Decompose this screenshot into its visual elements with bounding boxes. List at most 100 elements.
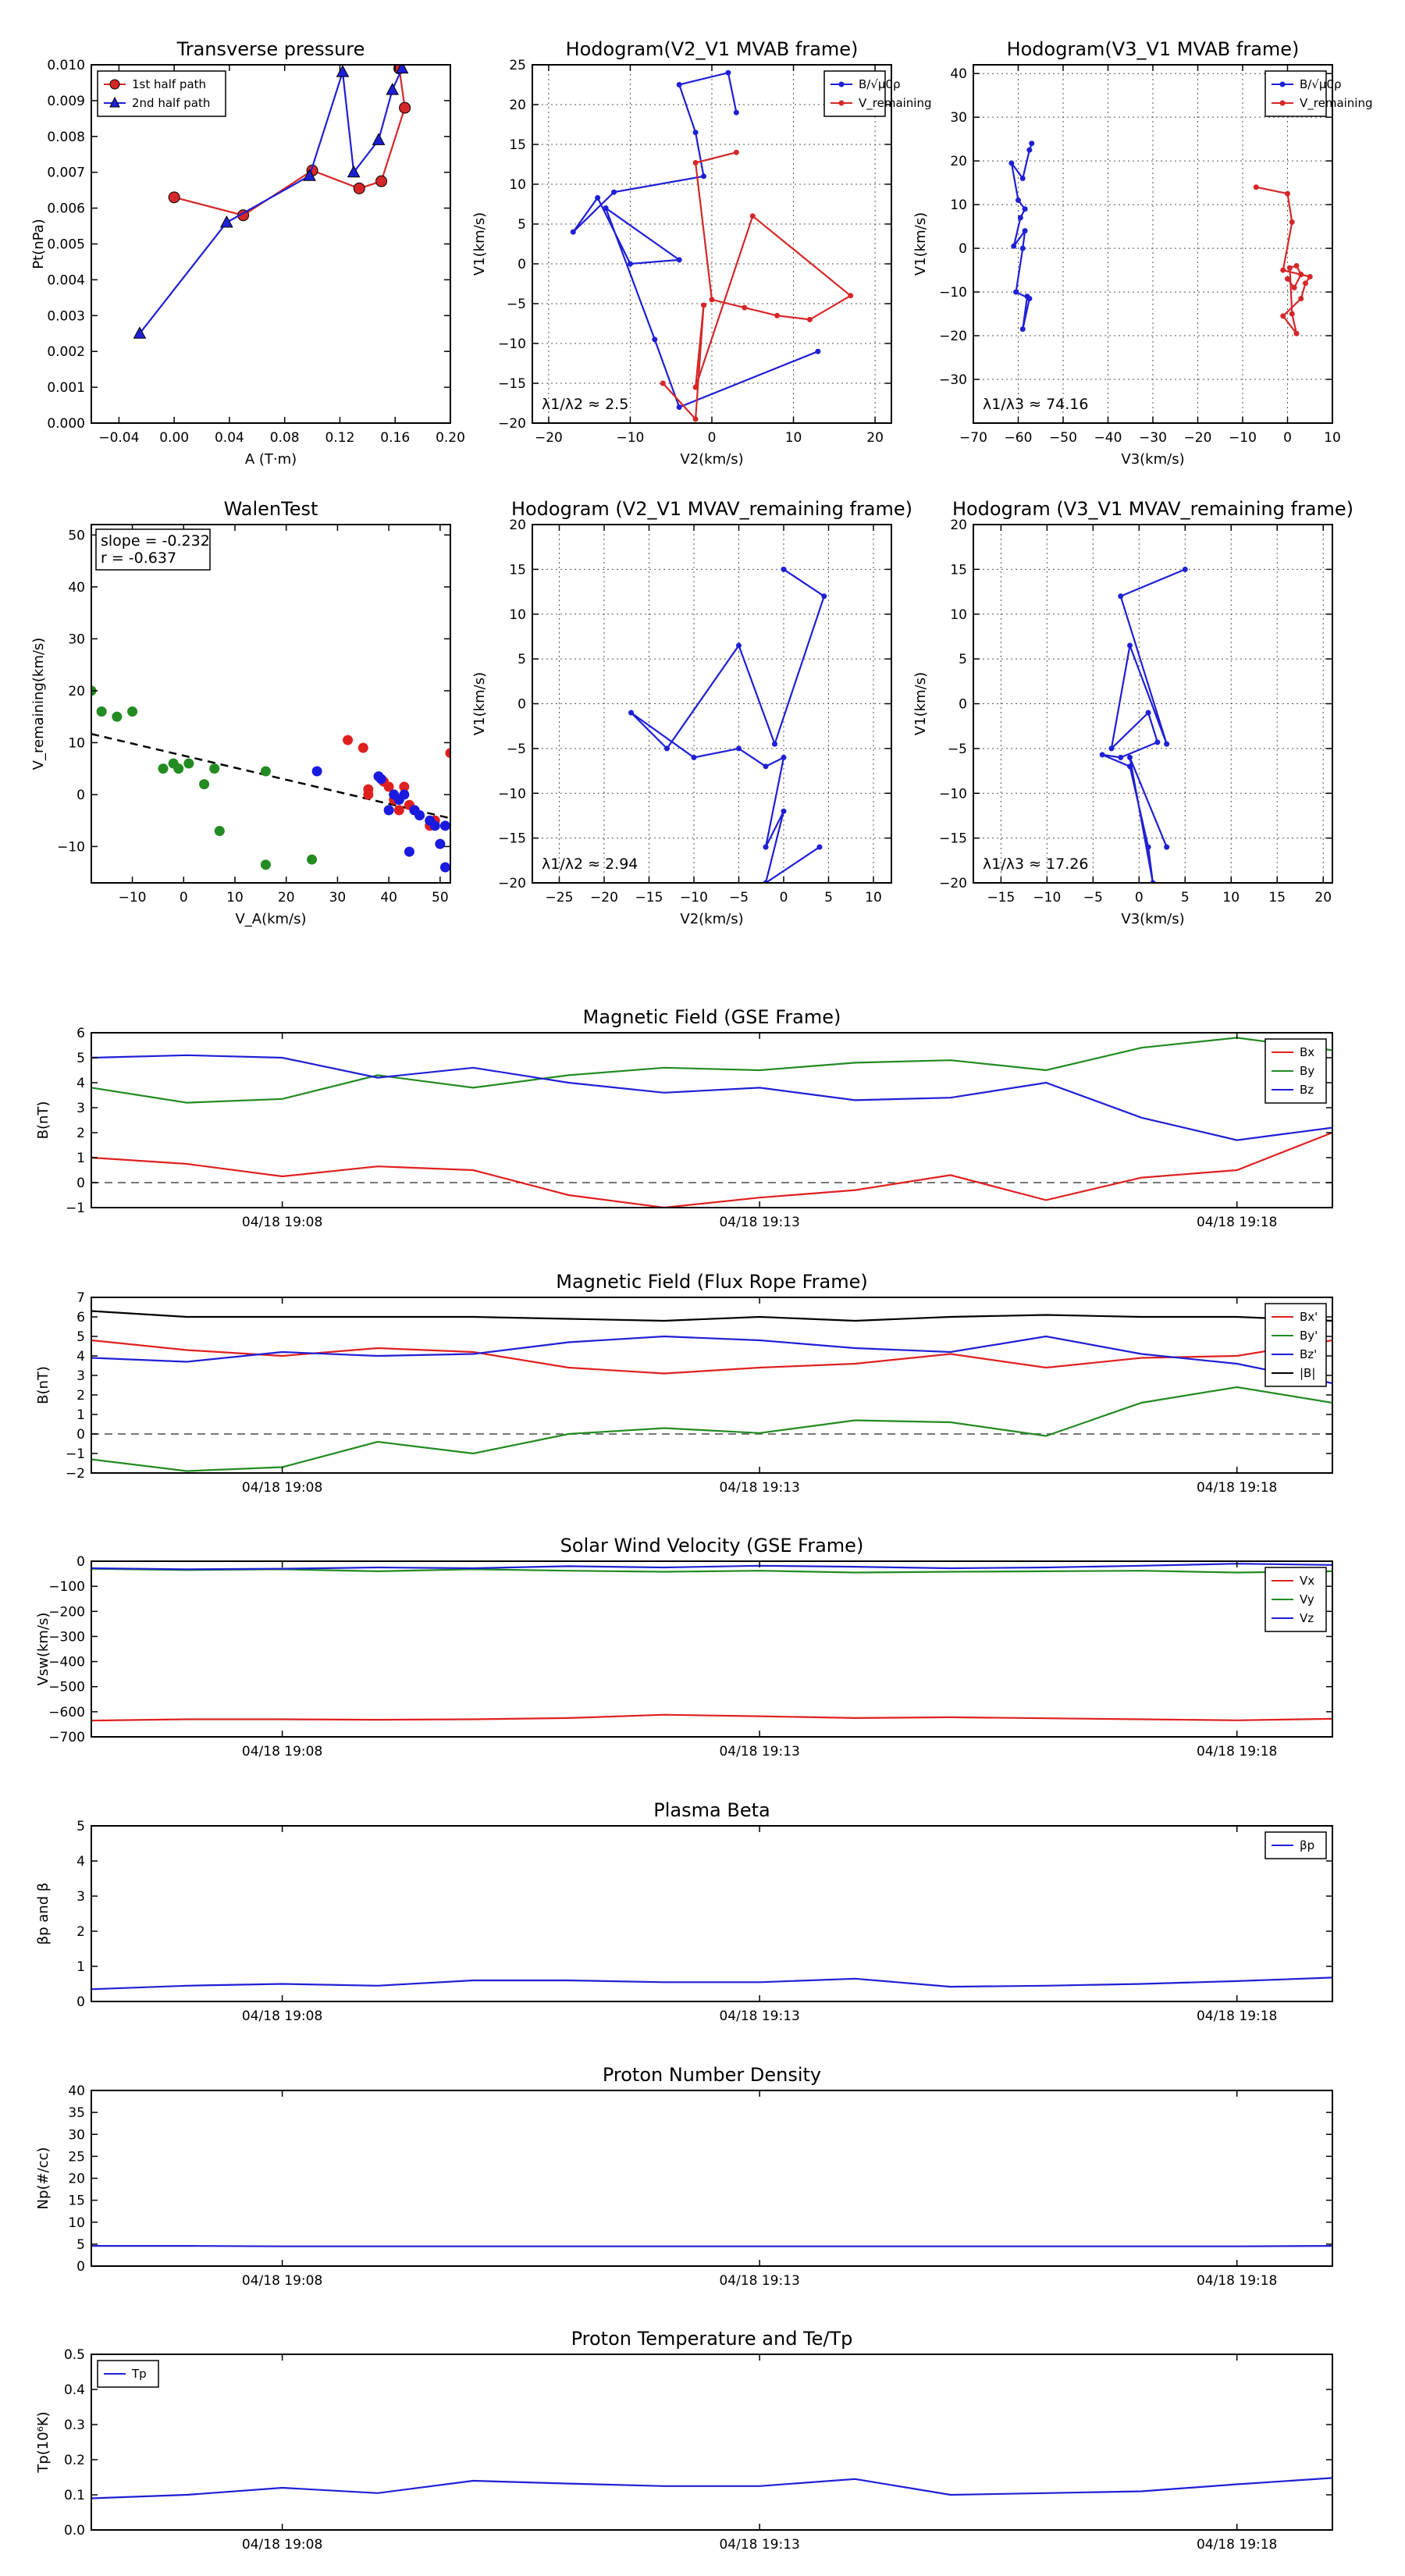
plot-frame (91, 1825, 1333, 2002)
y-tick-label: −5 (948, 742, 967, 757)
series-point-1 (742, 304, 748, 311)
series-line-3 (91, 1310, 1332, 1322)
y-tick-label: 30 (68, 632, 85, 647)
y-axis-label: V_remaining(km/s) (30, 638, 47, 770)
y-tick-label: 0.006 (47, 201, 85, 217)
x-tick-label: −10 (617, 430, 645, 446)
x-tick-label: 30 (329, 890, 347, 906)
series-line-0 (91, 1339, 1332, 1375)
plot-area (91, 1037, 1332, 1208)
series-point-1 (372, 133, 386, 145)
x-tick-label: 0 (780, 890, 788, 906)
y-tick-label: 1 (76, 1407, 85, 1423)
y-tick-label: −2 (66, 1466, 85, 1482)
legend-marker (109, 96, 120, 108)
chart-magnetic-field-gse: 04/18 19:08 04/18 19:13 04/18 19:18 −1 0 1 2 3 4… (35, 1006, 1333, 1230)
y-tick-label: 25 (509, 58, 526, 73)
plot-frame (91, 2090, 1333, 2267)
series-point-1 (848, 293, 854, 299)
series-point-1 (303, 169, 316, 181)
plot-frame (91, 1297, 1333, 1474)
chart-title: Magnetic Field (GSE Frame) (583, 1006, 841, 1028)
x-tick-label: 10 (226, 890, 244, 906)
series-point-0 (173, 763, 184, 774)
plot-area (91, 1310, 1332, 1472)
series-point-1 (774, 312, 781, 318)
y-tick-label: 15 (509, 562, 526, 578)
x-tick-label: −30 (1139, 430, 1167, 446)
x-tick-label: 04/18 19:18 (1197, 2273, 1277, 2289)
plot-area (91, 1563, 1332, 1722)
series-point-0 (1127, 642, 1133, 649)
y-tick-label: 0.000 (47, 416, 85, 432)
eigenvalue-ratio-annotation: λ1/λ2 ≈ 2.94 (542, 856, 638, 873)
y-tick-label: 2 (76, 1388, 85, 1404)
legend-label: 1st half path (132, 77, 206, 91)
y-tick-label: −700 (48, 1730, 85, 1745)
series-point-0 (96, 706, 107, 717)
series-point-1 (399, 781, 410, 792)
y-tick-label: −20 (939, 329, 967, 344)
x-tick-label: 10 (865, 890, 882, 906)
chart-transverse-pressure: −0.04 0.00 0.04 0.08 0.12 0.16 0.20 0.000 0.001 0… (30, 38, 465, 468)
series-point-0 (1118, 754, 1124, 760)
series-point-0 (260, 766, 271, 777)
series-point-1 (383, 781, 394, 792)
x-tick-label: −20 (535, 430, 563, 446)
y-tick-label: 0.009 (47, 94, 85, 109)
fit-line (91, 733, 450, 820)
series-point-0 (209, 763, 220, 774)
x-tick-label: −20 (590, 890, 618, 906)
x-axis-label: V3(km/s) (1121, 451, 1184, 468)
x-tick-label: 0.12 (325, 430, 355, 446)
chart-hodogram-v2-v1-mvav: −25 −20 −15 −10 −5 0 5 10 −20 −15 −10 −5 0 5 10 15 20Hod… (471, 498, 912, 927)
y-tick-label: 3 (76, 1368, 85, 1384)
y-tick-label: 1 (76, 1151, 85, 1166)
x-tick-label: 20 (278, 890, 295, 906)
y-tick-label: 0.2 (64, 2453, 85, 2468)
y-tick-label: 6 (76, 1026, 85, 1041)
y-axis-label: Vsw(km/s) (35, 1613, 52, 1686)
plot-frame (91, 1560, 1333, 1738)
y-tick-label: 6 (76, 1310, 85, 1325)
x-tick-label: 04/18 19:08 (242, 1480, 322, 1496)
y-tick-label: 50 (68, 528, 85, 543)
y-tick-label: 25 (68, 2149, 85, 2165)
series-point-2 (414, 810, 425, 821)
series-line-0 (91, 1713, 1332, 1722)
series-point-0 (199, 779, 210, 790)
x-tick-label: −20 (1184, 430, 1212, 446)
series-point-0 (692, 130, 699, 136)
plot-frame (91, 524, 451, 884)
x-tick-label: −5 (1083, 890, 1103, 906)
x-tick-label: −0.04 (98, 430, 139, 446)
series-point-0 (736, 642, 742, 649)
y-tick-label: 0 (518, 697, 526, 713)
series-line-0 (1010, 143, 1033, 329)
x-tick-label: 04/18 19:13 (719, 2537, 799, 2553)
series-point-0 (1164, 844, 1170, 850)
y-tick-label: 4 (76, 1854, 85, 1870)
x-tick-label: 0.20 (436, 430, 465, 446)
y-axis-label: B(nT) (35, 1366, 52, 1404)
series-point-1 (357, 742, 368, 753)
y-tick-label: 1 (76, 1959, 85, 1975)
y-tick-label: 30 (68, 2127, 85, 2143)
y-axis-label: Np(#/cc) (35, 2147, 52, 2210)
legend-label: Bx' (1300, 1310, 1318, 1324)
series-point-0 (676, 82, 682, 87)
x-tick-label: 04/18 19:08 (242, 1744, 322, 1759)
series-point-1 (343, 735, 354, 745)
chart-proton-number-density: 04/18 19:08 04/18 19:13 04/18 19:18 0 5 10 15 2… (35, 2064, 1333, 2289)
plot-area (91, 2477, 1332, 2500)
chart-title: Hodogram (V2_V1 MVAV_remaining frame) (511, 498, 912, 520)
x-tick-label: 0.00 (159, 430, 189, 446)
x-tick-label: 04/18 19:13 (719, 1215, 799, 1230)
series-point-0 (1019, 326, 1026, 333)
y-axis-label: V1(km/s) (471, 672, 488, 735)
x-tick-label: 10 (1324, 430, 1341, 446)
series-point-1 (692, 159, 699, 165)
series-point-2 (435, 838, 446, 849)
chart-walen-test: −10 0 10 20 30 40 50 −10 0 10 20 30 40 50 WalenTest V_A… (30, 498, 451, 927)
